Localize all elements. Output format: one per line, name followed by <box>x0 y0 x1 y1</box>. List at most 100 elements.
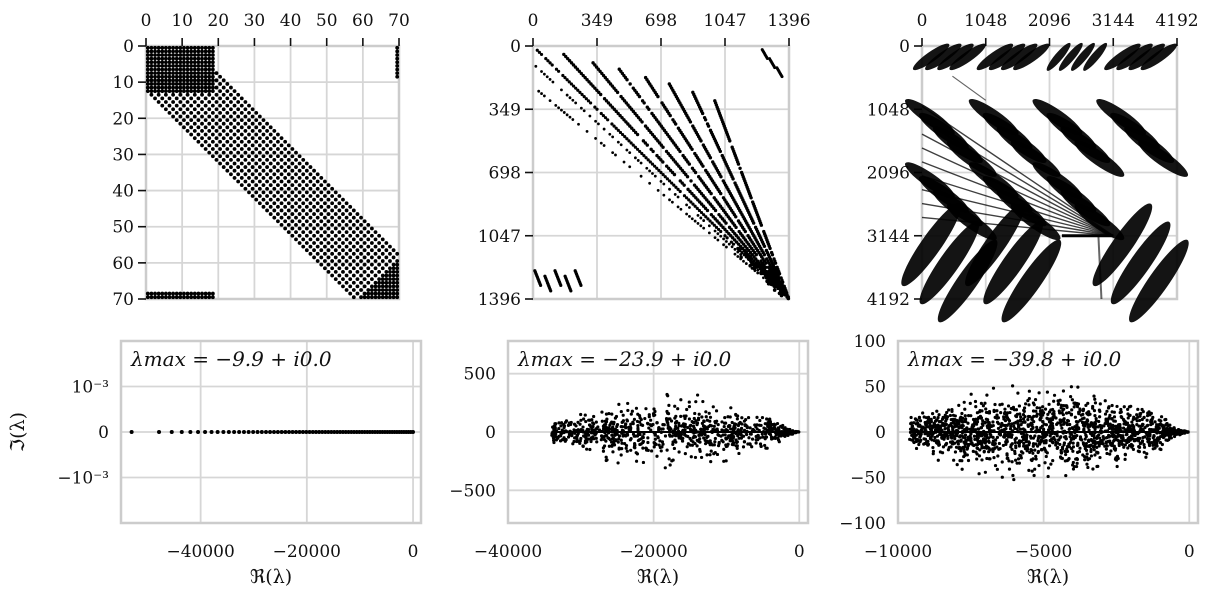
eigenvalue-point <box>674 414 678 418</box>
eigenvalue-point <box>1038 409 1043 413</box>
spy-dot <box>764 261 768 265</box>
spy-dot <box>676 187 680 191</box>
spy-dot <box>254 110 259 115</box>
eigenvalue-point <box>1137 424 1141 428</box>
eigenvalue-point <box>956 429 960 433</box>
spy-dot <box>268 212 273 216</box>
spy-dot <box>565 93 569 97</box>
eigenvalue-point <box>1069 385 1074 389</box>
eigenvalue-point <box>913 429 917 434</box>
eigenvalue-point <box>991 420 995 424</box>
eigenvalue-point <box>297 430 302 434</box>
spy-dot <box>167 78 172 83</box>
spy-dot <box>145 45 150 50</box>
eigenvalue-point <box>648 423 653 427</box>
spy-dot <box>772 288 777 292</box>
spy-dot <box>341 212 345 216</box>
spy-dot <box>261 125 266 130</box>
eigenvalue-point <box>735 446 739 450</box>
spy-dot <box>597 122 600 126</box>
spy-dot <box>294 172 298 177</box>
spy-dot <box>163 295 168 300</box>
spy-dot <box>200 92 204 97</box>
spy-dot <box>225 168 230 173</box>
spy-dot <box>395 67 400 72</box>
eigenvalue-point <box>1048 424 1052 428</box>
spy-dot <box>149 291 154 296</box>
eigenvalue-point <box>1052 435 1056 440</box>
eigenvalue-point <box>634 459 639 463</box>
eigenvalue-point <box>708 453 712 457</box>
spy-dot <box>210 63 215 68</box>
spy-dot <box>182 295 186 300</box>
eigenvalue-point <box>1064 411 1069 415</box>
spy-dot <box>685 203 688 207</box>
spy-dot <box>304 226 309 231</box>
eigenvalue-point <box>1094 417 1098 421</box>
eigenvalue-point <box>1082 416 1086 420</box>
eigenvalue-point <box>759 423 763 428</box>
eigenvalue-point <box>1095 445 1099 450</box>
spy-dot <box>710 221 714 225</box>
eigenvalue-point <box>737 432 741 436</box>
spy-dot <box>351 273 356 278</box>
spy-dot <box>768 246 772 251</box>
eigenvalue-point <box>973 437 977 442</box>
spy-dot <box>294 150 298 155</box>
eigenvalue-point <box>980 446 984 450</box>
eigenvalue-point <box>1158 441 1163 445</box>
spy-dot <box>254 125 259 130</box>
eigenvalue-point <box>574 435 578 440</box>
eigenvalue-point <box>1067 457 1071 461</box>
spy-dot <box>254 197 259 202</box>
spy-dot <box>196 295 201 300</box>
spy-dot <box>247 110 251 115</box>
spy-dot <box>156 295 161 300</box>
spy-dot <box>704 215 708 219</box>
spy-dot <box>178 121 183 126</box>
lambda-max-annotation: λmax = −39.8 + i0.0 <box>907 347 1122 371</box>
eigenvalue-point <box>562 422 566 427</box>
eigenvalue-point <box>708 443 712 447</box>
eigenvalue-point <box>918 434 922 439</box>
spy-dot <box>196 291 201 296</box>
eigenvalue-point <box>666 411 670 415</box>
eigenvalue-point <box>641 423 645 427</box>
spy-dot <box>200 295 204 300</box>
spy-dot <box>640 151 644 156</box>
spy-dot <box>232 154 237 159</box>
spy-dot <box>323 237 327 242</box>
eigenvalue-point <box>996 416 1000 420</box>
spy-dot <box>689 200 693 204</box>
eigenvalue-point <box>1142 443 1146 447</box>
spy-dot <box>557 69 561 73</box>
eigenvalue-point <box>960 467 964 471</box>
spy-dot <box>145 67 150 72</box>
spy-dot <box>210 118 215 122</box>
eigenvalue-point <box>951 432 955 436</box>
spy-dot <box>341 197 345 202</box>
eigenvalue-point <box>985 393 989 397</box>
eigenvalue-point <box>1143 426 1147 430</box>
spy-dot <box>225 161 230 166</box>
y-tick-label: 50 <box>112 218 134 238</box>
eigenvalue-point <box>320 430 325 434</box>
spy-block <box>949 43 986 71</box>
spy-dot <box>200 74 204 79</box>
eigenvalue-point <box>586 432 590 436</box>
eigenvalue-point <box>1000 402 1004 406</box>
eigenvalue-point <box>1062 429 1066 434</box>
spy-block <box>1104 43 1141 71</box>
spy-dot <box>337 244 342 249</box>
spy-dot <box>178 67 183 72</box>
eigenvalue-point <box>1084 434 1088 439</box>
eigenvalue-point <box>717 440 721 445</box>
eigenvalue-point <box>763 422 767 426</box>
spy-dot <box>218 89 222 94</box>
spy-dot <box>685 212 688 216</box>
spy-dot <box>635 147 640 151</box>
spy-dot <box>748 263 752 268</box>
spy-dot <box>160 85 165 90</box>
spy-dot <box>207 136 212 141</box>
eigenvalue-point <box>983 401 987 405</box>
